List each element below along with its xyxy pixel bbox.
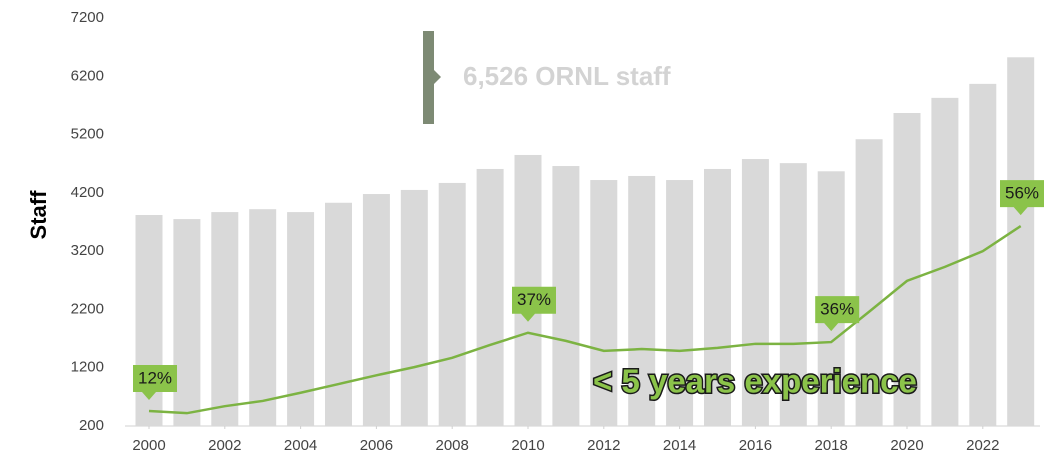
callout-label: 37%: [517, 290, 551, 309]
bar: [628, 175, 656, 426]
y-tick-label: 2200: [71, 300, 104, 317]
x-tick-label: 2018: [815, 437, 848, 454]
bracket-arrow: [434, 70, 441, 84]
bar: [855, 139, 883, 426]
bar: [173, 219, 201, 426]
x-tick-label: 2020: [890, 437, 923, 454]
x-tick-label: 2014: [663, 437, 696, 454]
bar: [211, 212, 239, 426]
callout-box: [999, 180, 1044, 216]
bar: [438, 182, 466, 426]
x-tick-label: 2004: [284, 437, 317, 454]
bar: [552, 166, 580, 426]
bar: [325, 202, 352, 426]
callout-box: [133, 365, 177, 401]
bar: [741, 159, 769, 426]
bar: [893, 113, 921, 427]
staff-annotation: 6,526 ORNL staff: [463, 61, 671, 91]
callout-box: [815, 296, 860, 332]
x-tick-label: 2002: [208, 437, 241, 454]
bar: [400, 189, 428, 426]
experience-annotation: < 5 years experience: [593, 363, 917, 400]
x-tick-label: 2010: [511, 437, 544, 454]
bar: [666, 180, 694, 426]
bar: [704, 168, 731, 426]
x-tick-label: 2008: [436, 437, 469, 454]
y-axis-label: Staff: [26, 190, 51, 240]
callout-label: 56%: [1005, 184, 1039, 203]
x-tick-label: 2016: [739, 437, 772, 454]
y-tick-label: 200: [79, 417, 104, 434]
callout-box: [512, 286, 556, 322]
bar: [779, 163, 807, 427]
x-tick-label: 2006: [360, 437, 393, 454]
bar: [249, 209, 277, 426]
bracket: [423, 31, 434, 124]
y-tick-label: 6200: [71, 67, 104, 84]
y-tick-label: 3200: [71, 242, 104, 259]
y-tick-label: 5200: [71, 126, 104, 143]
x-tick-label: 2022: [966, 437, 999, 454]
bar: [590, 180, 618, 426]
x-tick-label: 2000: [132, 437, 165, 454]
y-tick-label: 4200: [71, 184, 104, 201]
callout-label: 36%: [820, 300, 854, 319]
bar: [476, 168, 504, 426]
y-tick-label: 1200: [71, 359, 104, 376]
bar: [362, 194, 390, 426]
callout-label: 12%: [138, 369, 172, 388]
line: [148, 225, 1022, 415]
x-tick-label: 2012: [587, 437, 620, 454]
bar: [1007, 57, 1035, 426]
y-tick-label: 7200: [71, 9, 104, 26]
